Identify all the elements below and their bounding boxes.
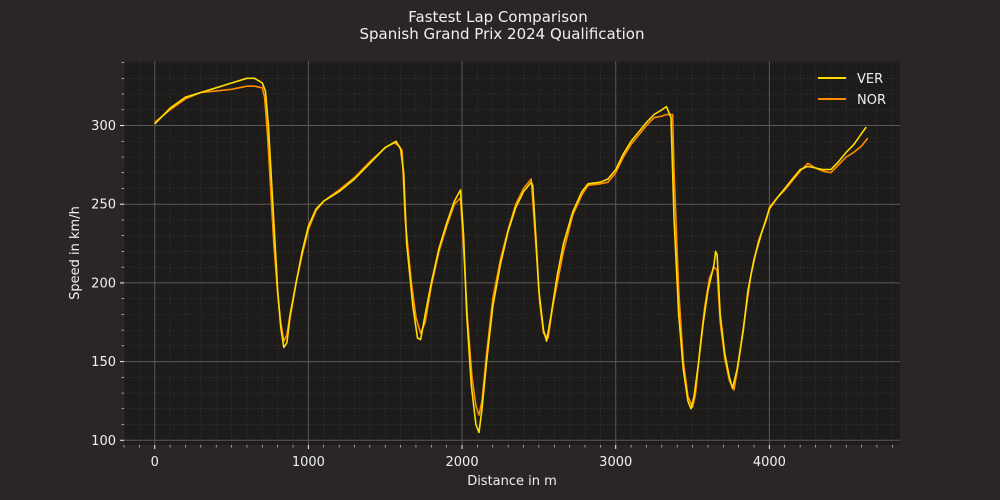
plot-area [124, 61, 900, 445]
series-line-ver [154, 77, 867, 434]
series-layer [154, 77, 869, 434]
y-tick-label: 200 [91, 276, 116, 291]
chart-subtitle: Spanish Grand Prix 2024 Qualification [360, 25, 645, 43]
chart-title: Fastest Lap Comparison [408, 8, 587, 26]
x-tick-label: 3000 [599, 455, 632, 470]
legend: VER NOR [818, 72, 886, 108]
y-axis-label: Speed in km/h [68, 206, 83, 300]
y-axis: 100 150 200 250 300 [91, 62, 124, 449]
y-tick-label: 150 [91, 355, 116, 370]
x-tick-label: 4000 [753, 455, 786, 470]
legend-label-nor: NOR [857, 93, 886, 108]
legend-label-ver: VER [857, 72, 883, 87]
x-axis: 0 1000 2000 3000 4000 [123, 445, 893, 470]
x-axis-label: Distance in m [467, 474, 557, 489]
x-tick-label: 2000 [446, 455, 479, 470]
major-grid [124, 61, 900, 445]
x-tick-label: 0 [151, 455, 159, 470]
y-tick-label: 250 [91, 198, 116, 213]
x-tick-label: 1000 [292, 455, 325, 470]
y-tick-label: 100 [91, 434, 116, 449]
y-tick-label: 300 [91, 119, 116, 134]
